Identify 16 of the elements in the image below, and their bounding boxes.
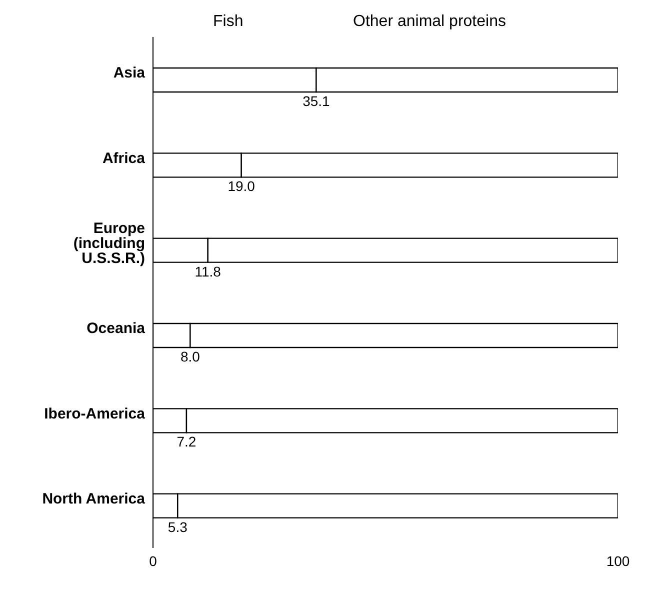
x-tick-label: 0: [149, 552, 158, 569]
data-label: 19.0: [228, 178, 256, 194]
y-tick-label: Ibero-America: [44, 405, 146, 422]
y-tick-label: Africa: [102, 150, 146, 167]
data-label: 5.3: [168, 518, 188, 535]
text: Other animal proteins: [353, 13, 506, 31]
y-tick-label: Europe (including U.S.S.R.): [73, 220, 145, 267]
data-label: 11.8: [194, 263, 222, 280]
data-label: 35.1: [302, 93, 330, 109]
data-label: 8.0: [180, 348, 200, 364]
x-tick-label: 100: [606, 552, 630, 569]
y-tick-label: Asia: [113, 64, 146, 82]
data-label: 7.2: [176, 434, 196, 450]
y-tick-label: Oceania: [86, 320, 146, 338]
text: Fish: [213, 13, 244, 31]
y-tick-label: North America: [42, 490, 146, 508]
